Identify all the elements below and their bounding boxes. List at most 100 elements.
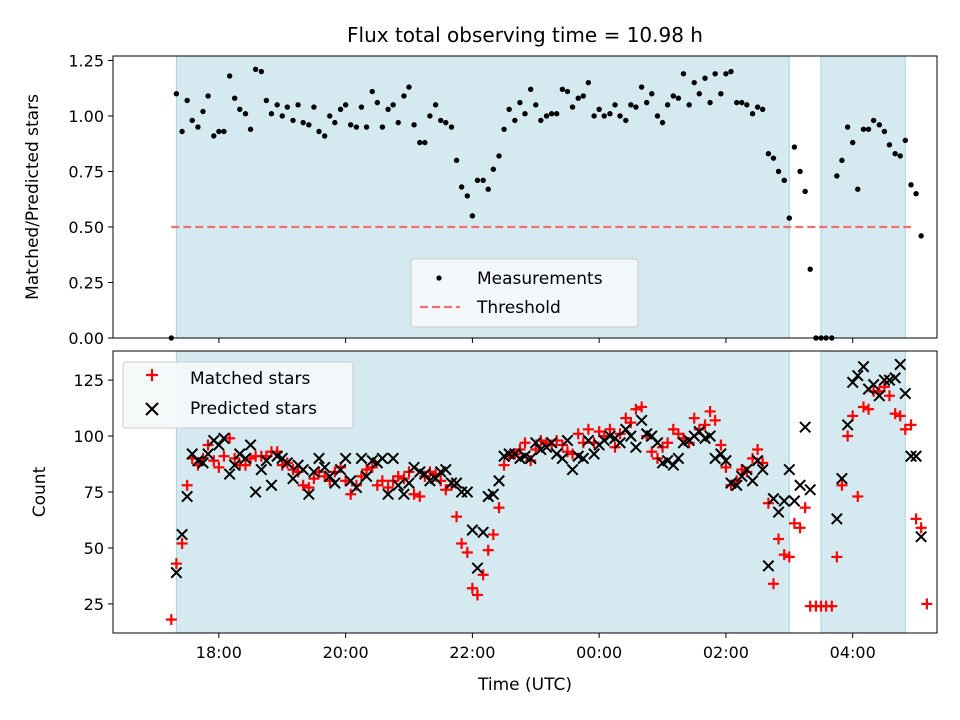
bottom-y-axis: 25 50 75 100 125 [73,371,113,614]
predicted-star-point [249,486,262,498]
x-axis-label: Time (UTC) [477,675,572,695]
bottom-y-axis-label: Count [30,466,50,517]
measurement-point [506,106,512,112]
predicted-star-point [360,470,373,483]
measurement-point [512,117,518,124]
predicted-star-point [265,479,278,492]
predicted-star-point [588,448,600,460]
matched-star-point [831,551,843,563]
predicted-star-point [212,439,225,451]
predicted-star-point [772,506,785,519]
predicted-star-point [730,479,743,492]
predicted-star-point [392,479,405,492]
matched-star-point [466,582,478,594]
matched-star-point [461,546,473,558]
measurement-point [427,113,433,119]
matched-star-point [704,405,716,417]
x-tick-label: 20:00 [323,643,369,662]
measurement-point [865,126,872,132]
x-tick-label: 18:00 [196,643,242,662]
measurement-point [564,88,571,95]
measurement-point [759,106,766,112]
measurement-point [617,113,623,119]
predicted-star-point [323,470,336,483]
predicted-star-point [308,465,320,478]
predicted-star-point [376,452,389,465]
predicted-star-point [778,495,791,507]
matched-star-point [361,464,373,476]
predicted-star-point [450,477,463,489]
measurement-point [528,86,534,93]
matched-star-point [836,479,848,491]
matched-star-point [709,414,721,426]
predicted-star-point [577,452,590,465]
matched-star-point [561,446,573,458]
measurement-point [353,124,360,130]
measurement-point [358,104,365,110]
matched-star-point [662,437,674,449]
matched-star-point [582,423,594,435]
predicted-star-point [382,488,394,501]
measurement-point [337,106,344,112]
predicted-star-point [302,488,315,501]
predicted-star-point [228,459,241,472]
measurement-point [453,157,460,164]
measurement-point [458,184,465,190]
predicted-star-point [398,488,410,501]
measurement-point [680,71,687,77]
measurement-point [464,193,471,199]
measurement-point [437,117,444,124]
matched-star-point [852,490,864,502]
measurement-point [791,144,798,150]
predicted-star-point [223,468,236,481]
measurement-point [347,122,354,128]
x-tick-label: 04:00 [830,643,876,662]
y-tick-label: 0.25 [68,273,104,292]
predicted-star-point [830,512,843,525]
predicted-star-point [477,526,490,539]
matched-star-point [889,408,901,420]
measurement-point [702,75,708,81]
matched-star-point [176,537,188,549]
measurement-point [591,113,597,119]
predicted-star-point [197,456,209,469]
predicted-star-point [244,439,257,451]
measurement-point [633,104,639,110]
predicted-star-point [614,436,626,449]
measurement-point [628,102,634,108]
matched-star-point [688,412,700,424]
measurement-point [638,84,645,90]
measurement-point [834,173,840,179]
predicted-star-point [751,454,764,467]
predicted-star-point [740,463,753,476]
matched-star-point [165,614,177,626]
top-y-axis-label: Matched/Predicted stars [23,94,43,300]
predicted-star-point [339,452,352,465]
measurement-point [786,215,793,221]
matched-star-point [477,569,489,581]
measurement-point [844,124,851,130]
matched-star-point [181,479,193,491]
measurement-point [327,113,333,119]
predicted-star-point [176,528,188,541]
matched-star-point [646,446,658,458]
legend-matched-marker [146,369,158,381]
measurement-point [342,102,349,108]
matched-star-point [376,475,388,487]
predicted-star-point [857,360,870,373]
top-legend: Measurements Threshold [410,258,639,328]
predicted-star-point [461,486,474,498]
measurement-point [316,128,322,135]
y-tick-label: 75 [84,483,104,502]
measurement-point [496,153,502,159]
bottom-points [165,358,933,626]
measurement-point [485,186,491,192]
top-points [168,66,924,341]
measurement-point [744,102,750,108]
measurement-point [242,111,249,117]
measurement-point [200,108,206,115]
measurement-point [913,190,919,197]
measurement-point [538,117,544,124]
measurement-point [765,151,772,157]
